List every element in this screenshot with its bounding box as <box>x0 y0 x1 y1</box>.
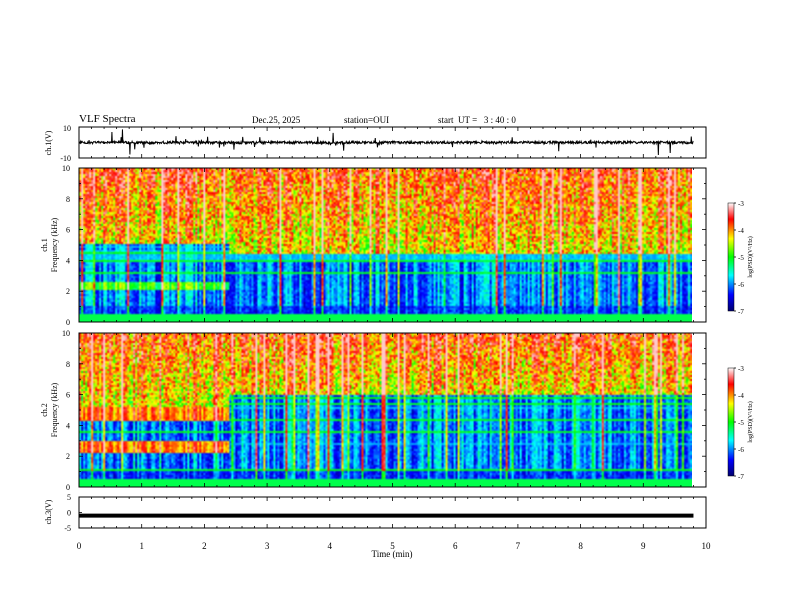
time-tick-label: 7 <box>516 541 521 551</box>
ch2-freq-tick-label: 10 <box>62 329 70 338</box>
time-axis-label: Time (min) <box>372 549 413 559</box>
ch2-colorbar-tick-label: -5 <box>738 419 744 427</box>
ch2-spectrogram-channel-label: ch.2 <box>40 403 49 417</box>
time-tick-label: 4 <box>328 541 333 551</box>
ch1-colorbar-tick-label: -4 <box>738 227 744 235</box>
ch1-ytick-label: -10 <box>60 154 71 163</box>
ch2-colorbar-tick-label: -3 <box>738 365 744 373</box>
time-tick-label: 1 <box>139 541 144 551</box>
ch2-colorbar <box>727 367 735 477</box>
ch3-waveform-ylabel: ch.3(V) <box>44 499 53 524</box>
ch2-colorbar-tick-label: -4 <box>738 392 744 400</box>
time-tick-label: 6 <box>453 541 458 551</box>
ch1-freq-tick-label: 2 <box>66 287 70 296</box>
ch1-colorbar-tick-label: -7 <box>738 308 744 316</box>
ch1-colorbar <box>727 202 735 312</box>
time-tick-label: 5 <box>390 541 395 551</box>
ch1-colorbar-tick-label: -5 <box>738 254 744 262</box>
chart-title: VLF Spectra <box>79 113 136 125</box>
ch1-freq-tick-label: 10 <box>62 164 70 173</box>
time-tick-label: 3 <box>265 541 270 551</box>
time-tick-label: 8 <box>578 541 583 551</box>
ch3-waveform-frame <box>78 496 707 529</box>
ch2-colorbar-label: log(PSD)(V²/Hz) <box>747 401 754 442</box>
ch2-spectrogram-ylabel: Frequency (kHz) <box>50 382 59 437</box>
ch1-spectrogram-channel-label: ch.1 <box>40 238 49 252</box>
ch2-colorbar-tick-label: -6 <box>738 446 744 454</box>
time-tick-label: 0 <box>77 541 82 551</box>
ch1-freq-tick-label: 4 <box>66 256 70 265</box>
ch1-ytick-label: 10 <box>63 124 71 133</box>
ch1-freq-tick-label: 0 <box>66 318 70 327</box>
time-tick-label: 2 <box>202 541 207 551</box>
ch2-spectrogram-image <box>79 333 692 487</box>
start-ut-label: start UT = 3 : 40 : 0 <box>438 115 516 125</box>
station-label: station=OUI <box>344 115 390 125</box>
ch2-freq-tick-label: 0 <box>66 483 70 492</box>
ch1-colorbar-tick-label: -6 <box>738 281 744 289</box>
axis-ticks <box>78 127 736 529</box>
ch2-freq-tick-label: 8 <box>66 360 70 369</box>
ch1-freq-tick-label: 6 <box>66 226 70 235</box>
ch3-ytick-label: 5 <box>67 493 71 502</box>
ch1-waveform-trace <box>78 129 694 155</box>
ch1-waveform-ylabel: ch.1(V) <box>44 130 53 155</box>
ch1-spectrogram-ylabel: Frequency (kHz) <box>50 217 59 272</box>
ch3-ytick-label: -5 <box>64 524 71 533</box>
time-tick-label: 9 <box>641 541 646 551</box>
ch1-freq-tick-label: 8 <box>66 195 70 204</box>
ch1-spectrogram-image <box>79 168 692 322</box>
ch2-freq-tick-label: 4 <box>66 421 70 430</box>
ch2-freq-tick-label: 2 <box>66 452 70 461</box>
ch1-colorbar-tick-label: -3 <box>738 200 744 208</box>
axis-labels: 0 1 2 3 4 5 6 7 8 9 1010-100246810024681050-5-3-4-… <box>60 124 744 551</box>
ch2-freq-tick-label: 6 <box>66 391 70 400</box>
ch3-ytick-label: 0 <box>67 509 71 518</box>
ch1-colorbar-label: log(PSD)(V²/Hz) <box>747 236 754 277</box>
ch2-colorbar-tick-label: -7 <box>738 473 744 481</box>
date-label: Dec.25, 2025 <box>252 115 301 125</box>
time-tick-label: 10 <box>702 541 712 551</box>
